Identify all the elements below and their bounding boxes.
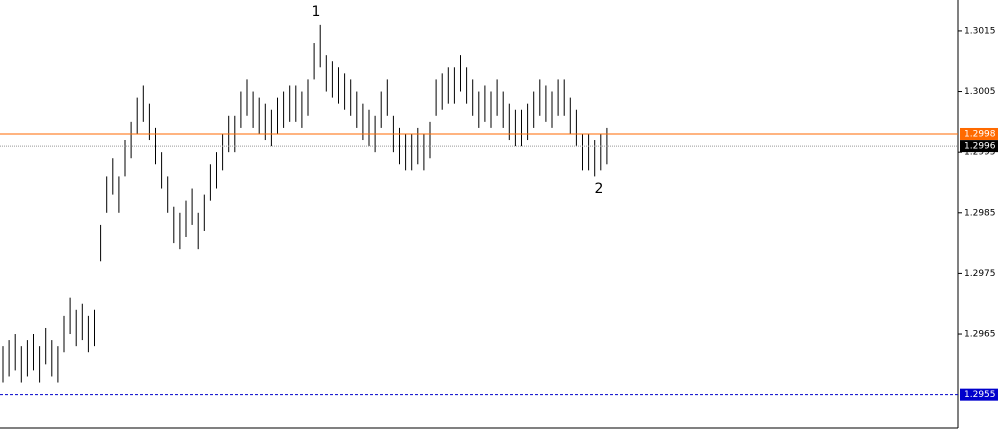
price-label-box: [960, 388, 998, 401]
price-label-box: [960, 140, 998, 153]
price-label-box: [960, 127, 998, 140]
annotation: 2: [595, 181, 604, 197]
annotation: 1: [312, 4, 321, 20]
price-label: 1.2955: [964, 390, 996, 400]
y-tick-label: 1.3005: [964, 87, 996, 97]
y-tick-label: 1.2995: [964, 148, 996, 158]
y-tick-label: 1.2985: [964, 208, 996, 218]
price-label: 1.2996: [964, 142, 996, 152]
price-label: 1.2998: [964, 129, 996, 139]
y-tick-label: 1.3015: [964, 26, 996, 36]
y-tick-label: 1.2965: [964, 330, 996, 340]
y-tick-label: 1.2975: [964, 269, 996, 279]
